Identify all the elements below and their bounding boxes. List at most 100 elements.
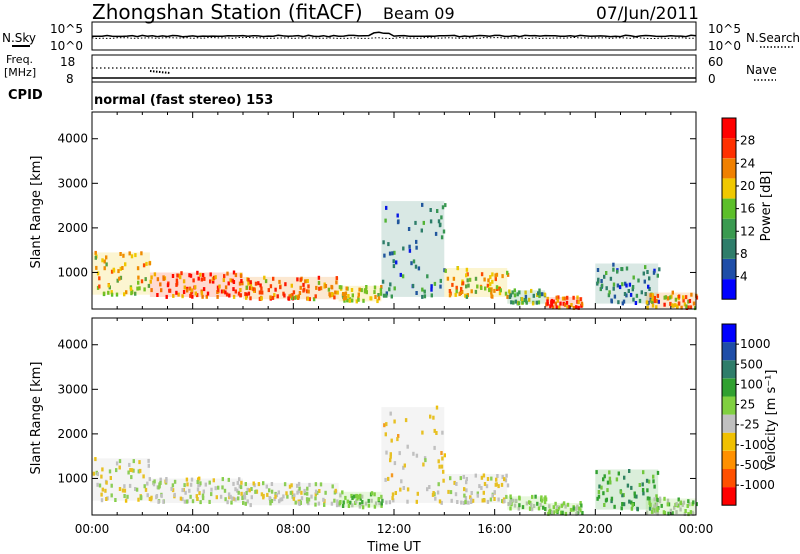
power-echo-cell [385, 293, 388, 298]
power-echo-cell [631, 287, 634, 292]
power-echo-cell [579, 297, 582, 302]
power-echo-cell [531, 301, 535, 306]
power-echo-cell [444, 203, 447, 208]
velocity-echo-cell [129, 468, 132, 472]
freq-units: [MHz] [4, 66, 36, 79]
velocity-colorbar-segment [722, 487, 736, 506]
velocity-echo-cell [130, 475, 133, 480]
power-echo-cell [563, 302, 567, 307]
velocity-echo-cell [293, 493, 296, 498]
velocity-echo-cell [341, 490, 344, 495]
velocity-echo-cell [615, 477, 619, 482]
power-echo-cell [506, 294, 509, 299]
power-echo-cell [474, 289, 478, 294]
velocity-colorbar-tick-label: 500 [740, 357, 763, 371]
power-echo-cell [393, 250, 396, 255]
velocity-echo-cell [101, 467, 104, 472]
velocity-echo-cell [101, 487, 104, 492]
power-echo-cell [94, 250, 97, 255]
power-echo-cell [203, 276, 206, 281]
velocity-echo-cell [282, 494, 285, 499]
velocity-echo-cell [482, 490, 485, 495]
velocity-echo-cell [687, 499, 690, 504]
power-echo-cell [442, 229, 446, 234]
velocity-echo-cell [649, 503, 652, 507]
velocity-echo-cell [572, 506, 575, 511]
velocity-echo-cell [566, 502, 570, 507]
velocity-echo-cell [597, 494, 601, 499]
velocity-echo-cell [619, 490, 623, 495]
velocity-colorbar: -1000 -500 -100 -25 25 100 500 1000 [721, 323, 775, 506]
velocity-echo-cell [135, 487, 139, 492]
power-echo-cell [324, 284, 328, 288]
velocity-echo-cell [148, 497, 152, 501]
velocity-echo-cell [204, 482, 207, 487]
power-y-tick-label: 3000 [57, 176, 88, 190]
velocity-echo-cell [509, 494, 512, 499]
power-echo-cell [376, 299, 379, 304]
power-echo-cell [175, 290, 178, 295]
velocity-echo-cell [676, 503, 680, 508]
power-echo-cell [274, 287, 277, 292]
velocity-echo-cell [219, 494, 223, 499]
power-echo-cell [130, 254, 134, 259]
power-echo-cell [272, 276, 275, 281]
power-echo-cell [655, 299, 658, 303]
velocity-echo-cell [335, 503, 339, 508]
power-echo-cell [129, 286, 133, 291]
velocity-echo-cell [562, 501, 566, 506]
power-echo-cell [538, 288, 541, 293]
velocity-echo-cell [544, 507, 547, 511]
power-echo-cell [518, 290, 521, 295]
velocity-echo-cell [500, 482, 504, 487]
velocity-echo-cell [318, 489, 321, 493]
power-echo-cell [458, 292, 461, 296]
power-echo-cell [408, 244, 411, 249]
power-echo-cell [306, 279, 309, 283]
velocity-echo-cell [636, 506, 639, 511]
velocity-echo-cell [469, 495, 472, 500]
power-echo-cell [147, 283, 151, 288]
power-echo-cell [134, 253, 137, 258]
velocity-echo-cell [482, 473, 486, 478]
power-echo-cell [655, 305, 658, 310]
velocity-echo-region-9 [645, 498, 696, 515]
velocity-echo-region-7 [545, 503, 583, 515]
power-echo-cell [125, 290, 128, 295]
velocity-colorbar-tick-label: 100 [740, 377, 763, 391]
power-echo-cell [199, 272, 202, 277]
velocity-echo-cell [560, 510, 563, 515]
velocity-echo-cell [515, 498, 518, 503]
power-echo-cell [273, 293, 276, 298]
power-echo-cell [566, 295, 569, 300]
velocity-echo-cell [201, 496, 205, 501]
velocity-echo-cell [288, 484, 292, 489]
velocity-echo-cell [121, 488, 125, 493]
velocity-echo-cell [208, 480, 211, 485]
velocity-echo-cell [298, 486, 301, 491]
power-echo-cell [647, 284, 650, 289]
power-echo-cell [156, 293, 159, 297]
velocity-echo-cell [230, 500, 233, 505]
velocity-echo-cell [115, 468, 118, 473]
power-echo-cell [355, 299, 358, 304]
velocity-echo-cell [658, 496, 662, 501]
velocity-colorbar-tick-label: -25 [740, 418, 760, 432]
velocity-echo-cell [234, 497, 237, 502]
velocity-colorbar-segment [722, 360, 736, 379]
power-echo-cell [687, 305, 690, 310]
velocity-echo-cell [412, 451, 415, 456]
power-panel: 1000 2000 3000 4000 Slant Range [km] 4 8 12 16… [29, 111, 774, 311]
power-echo-cell [399, 272, 402, 277]
velocity-echo-cell [513, 503, 517, 508]
power-echo-cell [677, 301, 681, 306]
power-echo-cell [373, 290, 376, 295]
velocity-echo-cell [577, 509, 580, 514]
power-echo-cell [336, 290, 339, 295]
velocity-echo-cell [314, 489, 318, 494]
velocity-echo-cell [128, 483, 132, 488]
velocity-echo-cell [127, 470, 130, 475]
nsearch-label: N.Search [746, 31, 800, 45]
velocity-echo-cell [358, 502, 362, 507]
